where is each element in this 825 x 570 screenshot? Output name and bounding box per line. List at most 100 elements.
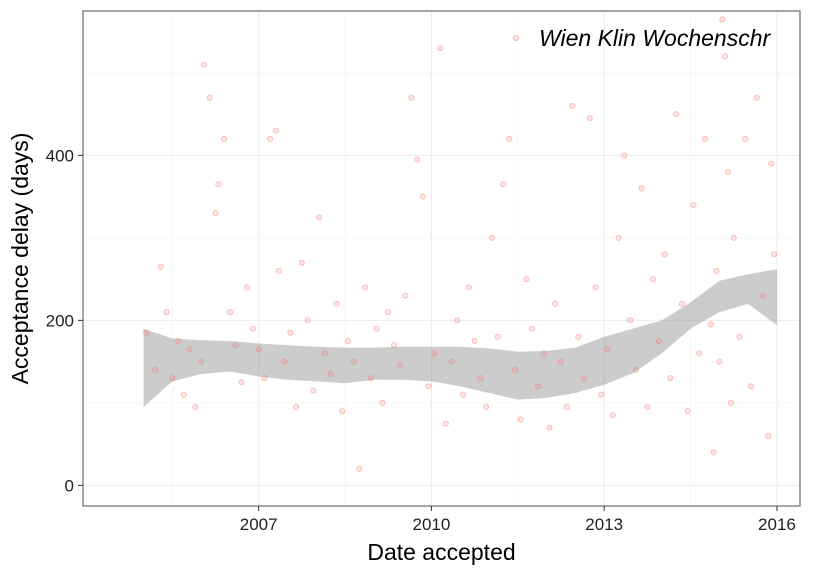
- data-point: [200, 61, 207, 68]
- data-point: [696, 350, 703, 357]
- data-point: [558, 358, 565, 365]
- data-point: [287, 329, 294, 336]
- data-point: [413, 156, 420, 163]
- data-point: [232, 342, 239, 349]
- data-point: [592, 284, 599, 291]
- data-point: [771, 251, 778, 258]
- data-point: [604, 346, 611, 353]
- data-point: [425, 383, 432, 390]
- data-point: [460, 391, 467, 398]
- data-point: [690, 201, 697, 208]
- data-point: [249, 325, 256, 332]
- data-point: [402, 292, 409, 299]
- x-tick-label: 2007: [240, 515, 278, 534]
- data-point: [244, 284, 251, 291]
- data-point: [586, 115, 593, 122]
- data-point: [356, 465, 363, 472]
- data-point: [275, 267, 282, 274]
- data-point: [730, 234, 737, 241]
- data-point: [419, 193, 426, 200]
- data-point: [198, 358, 205, 365]
- data-point: [506, 135, 513, 142]
- data-point: [379, 399, 386, 406]
- data-point: [180, 391, 187, 398]
- data-point: [477, 375, 484, 382]
- legend: Wien Klin Wochenschr: [513, 25, 771, 51]
- data-point: [316, 214, 323, 221]
- data-point: [627, 317, 634, 324]
- data-point: [261, 375, 268, 382]
- data-point: [385, 309, 392, 316]
- data-point: [563, 403, 570, 410]
- data-point: [431, 350, 438, 357]
- data-point: [569, 102, 576, 109]
- data-point: [768, 160, 775, 167]
- data-point: [638, 185, 645, 192]
- data-point: [321, 350, 328, 357]
- data-point: [437, 45, 444, 52]
- data-point: [212, 210, 219, 217]
- data-point: [186, 346, 193, 353]
- data-point: [702, 135, 709, 142]
- data-point: [174, 337, 181, 344]
- data-point: [540, 350, 547, 357]
- points-layer: [143, 16, 778, 472]
- ticks-layer: 2007 2010 2013 2016 0 200 400: [46, 146, 796, 534]
- data-point: [710, 449, 717, 456]
- data-point: [408, 94, 415, 101]
- x-axis-title: Date accepted: [367, 539, 515, 565]
- data-point: [281, 358, 288, 365]
- data-point: [344, 337, 351, 344]
- data-point: [298, 259, 305, 266]
- y-tick-label: 400: [46, 146, 74, 165]
- data-point: [272, 127, 279, 134]
- data-point: [575, 333, 582, 340]
- data-point: [598, 391, 605, 398]
- data-point: [719, 16, 726, 23]
- data-point: [255, 346, 262, 353]
- data-point: [673, 111, 680, 118]
- data-point: [581, 375, 588, 382]
- data-point: [644, 403, 651, 410]
- data-point: [471, 337, 478, 344]
- data-point: [163, 309, 170, 316]
- data-point: [339, 408, 346, 415]
- x-tick-label: 2013: [585, 515, 623, 534]
- data-point: [350, 358, 357, 365]
- data-point: [722, 53, 729, 60]
- data-point: [535, 383, 542, 390]
- data-point: [742, 135, 749, 142]
- data-point: [678, 300, 685, 307]
- data-point: [151, 366, 158, 373]
- data-point: [615, 234, 622, 241]
- data-point: [546, 424, 553, 431]
- data-point: [725, 168, 732, 175]
- data-point: [753, 94, 760, 101]
- legend-label: Wien Klin Wochenschr: [539, 25, 771, 51]
- data-point: [523, 276, 530, 283]
- grid-layer: [83, 11, 800, 506]
- data-point: [367, 375, 374, 382]
- data-point: [517, 416, 524, 423]
- data-point: [327, 370, 334, 377]
- data-point: [169, 375, 176, 382]
- y-tick-label: 200: [46, 311, 74, 330]
- data-point: [609, 412, 616, 419]
- data-point: [500, 181, 507, 188]
- data-point: [206, 94, 213, 101]
- data-point: [494, 333, 501, 340]
- data-point: [143, 329, 150, 336]
- data-point: [238, 379, 245, 386]
- data-point: [667, 375, 674, 382]
- data-point: [511, 366, 518, 373]
- y-axis-title: Acceptance delay (days): [7, 133, 33, 385]
- data-point: [304, 317, 311, 324]
- data-point: [716, 358, 723, 365]
- data-point: [748, 383, 755, 390]
- data-point: [483, 403, 490, 410]
- data-point: [661, 251, 668, 258]
- panel-border: [82, 10, 801, 507]
- data-point: [267, 135, 274, 142]
